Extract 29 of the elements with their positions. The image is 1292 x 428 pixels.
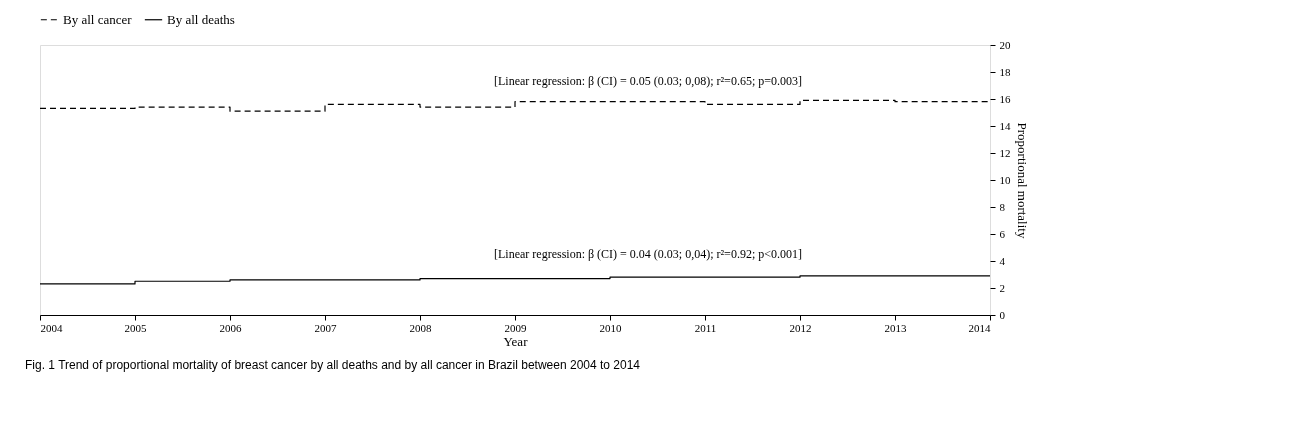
y-tick-label: 8 [999,200,1006,213]
y-tick-label: 14 [999,119,1011,132]
y-tick-label: 2 [999,281,1005,294]
legend-label: By all cancer [63,11,133,27]
caption: Fig. 1 Trend of proportional mortality of breast cancer by all deaths and by all cancer in Brazil between 2004 to 2014 [25,358,641,372]
y-tick-label: 4 [999,254,1006,267]
x-tick-label: 2013 [884,321,907,334]
x-tick-label: 2012 [789,321,812,334]
x-tick-label: 2011 [694,321,717,334]
y-tick-label: 0 [999,308,1006,321]
x-tick-label: 2014 [968,321,991,334]
x-tick-label: 2009 [504,321,527,334]
x-axis-title: Year [503,333,529,349]
y-axis-title: Proportional mortality [1014,122,1030,239]
x-tick-label: 2008 [409,321,432,334]
y-tick-label: 18 [999,65,1011,78]
y-tick-label: 16 [999,92,1011,105]
y-tick-label: 20 [999,38,1011,51]
x-tick-label: 2005 [124,321,147,334]
y-tick-label: 12 [999,146,1011,159]
x-tick-label: 2007 [314,321,337,334]
y-tick-label: 6 [999,227,1006,240]
y-tick-label: 10 [999,173,1011,186]
x-tick-label: 2006 [219,321,242,334]
annotation: [Linear regression: β (CI) = 0.05 (0.03; 0,08); r²=0.65; p=0.003] [494,74,802,89]
legend-label: By all deaths [167,11,235,27]
x-tick-label: 2004 [40,321,63,334]
x-tick-label: 2010 [599,321,622,334]
annotation: [Linear regression: β (CI) = 0.04 (0.03; 0,04); r²=0.92; p<0.001] [494,247,802,261]
